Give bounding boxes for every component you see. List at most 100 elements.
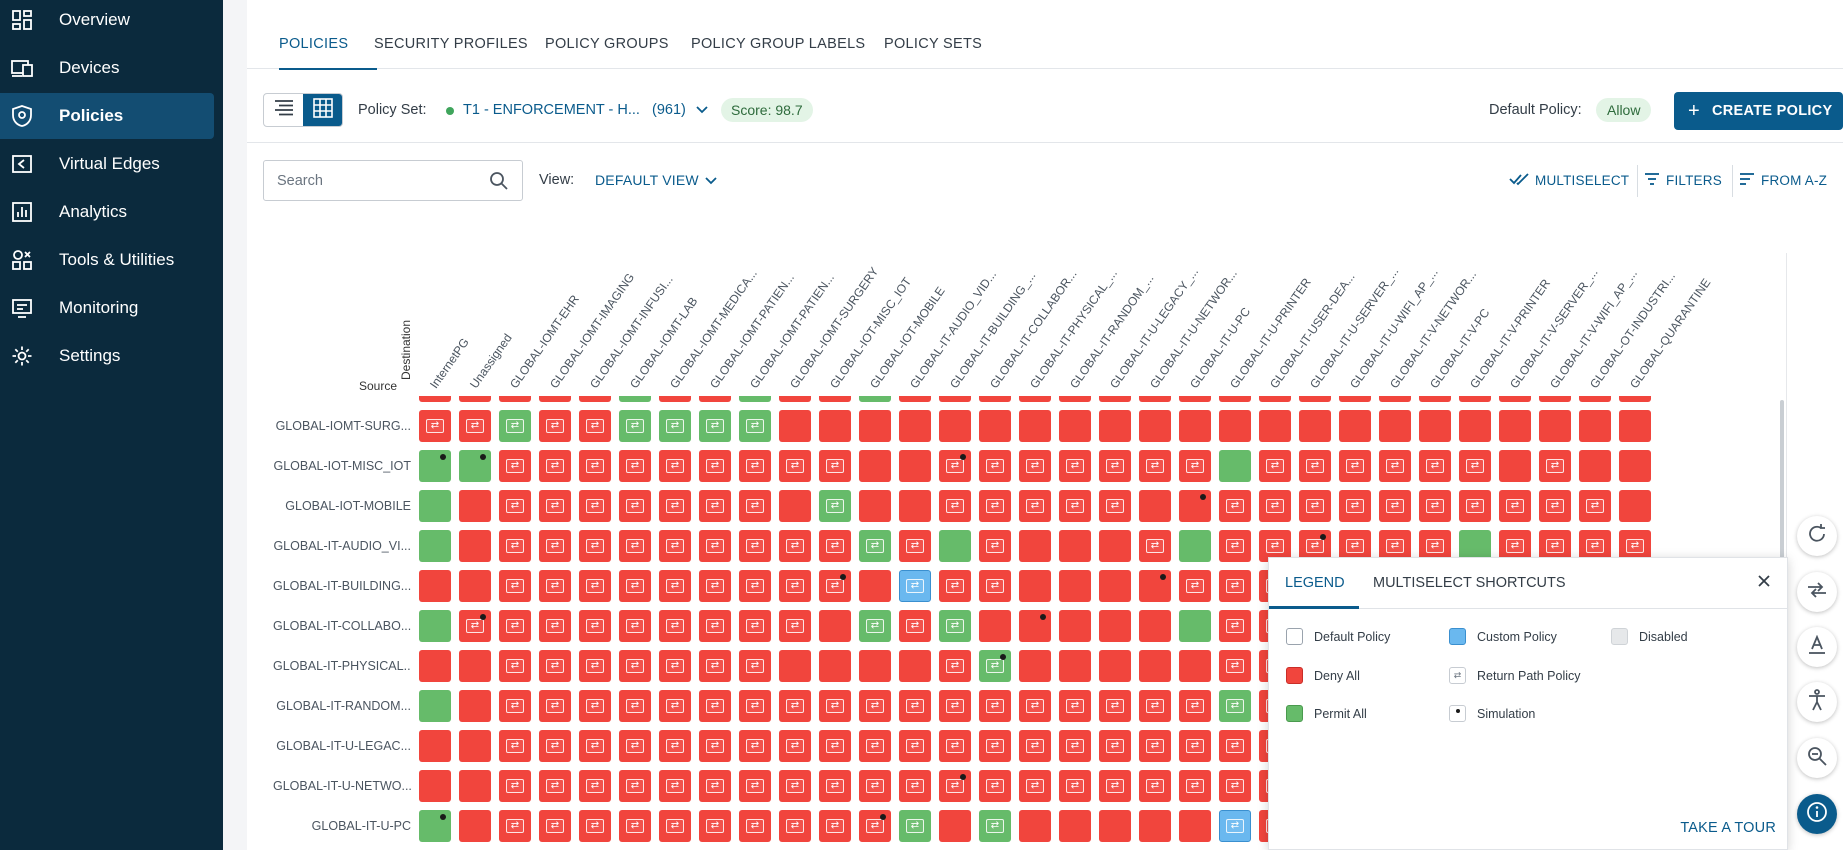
- matrix-cell[interactable]: ⇄: [899, 730, 931, 762]
- row-header[interactable]: GLOBAL-IOT-MISC_IOT: [273, 459, 411, 473]
- matrix-cell[interactable]: [859, 650, 891, 682]
- matrix-cell[interactable]: [1579, 410, 1611, 442]
- matrix-cell[interactable]: ⇄: [699, 810, 731, 842]
- multiselect-button[interactable]: MULTISELECT: [1509, 172, 1629, 189]
- matrix-cell[interactable]: [779, 650, 811, 682]
- matrix-cell[interactable]: ⇄: [1139, 530, 1171, 562]
- sidebar-item-tools[interactable]: Tools & Utilities: [0, 237, 214, 283]
- row-header[interactable]: GLOBAL-IT-U-LEGAC...: [276, 739, 411, 753]
- row-header[interactable]: GLOBAL-IOMT-SURG...: [275, 419, 411, 433]
- matrix-cell[interactable]: ⇄: [579, 810, 611, 842]
- matrix-cell[interactable]: ⇄: [579, 690, 611, 722]
- matrix-cell[interactable]: ⇄: [1099, 770, 1131, 802]
- matrix-cell[interactable]: ⇄: [859, 610, 891, 642]
- matrix-cell[interactable]: ⇄: [779, 610, 811, 642]
- matrix-cell[interactable]: ⇄: [979, 770, 1011, 802]
- matrix-cell[interactable]: ⇄: [539, 530, 571, 562]
- matrix-cell[interactable]: ⇄: [739, 450, 771, 482]
- matrix-cell[interactable]: [899, 490, 931, 522]
- matrix-cell[interactable]: ⇄: [1379, 450, 1411, 482]
- matrix-cell[interactable]: [859, 490, 891, 522]
- text-format-button[interactable]: [1797, 627, 1837, 667]
- matrix-cell[interactable]: ⇄: [579, 730, 611, 762]
- matrix-cell[interactable]: ⇄: [939, 730, 971, 762]
- matrix-cell-partial[interactable]: [659, 396, 691, 402]
- matrix-cell[interactable]: ⇄: [579, 770, 611, 802]
- matrix-cell[interactable]: ⇄: [1019, 730, 1051, 762]
- matrix-cell[interactable]: ⇄: [699, 690, 731, 722]
- matrix-cell[interactable]: ⇄: [1419, 450, 1451, 482]
- matrix-cell[interactable]: ⇄: [699, 490, 731, 522]
- matrix-cell[interactable]: [1619, 450, 1651, 482]
- matrix-cell[interactable]: [1179, 650, 1211, 682]
- matrix-cell[interactable]: ⇄: [659, 570, 691, 602]
- matrix-cell[interactable]: ⇄: [859, 810, 891, 842]
- matrix-cell[interactable]: ⇄: [1099, 730, 1131, 762]
- matrix-cell[interactable]: [1139, 810, 1171, 842]
- matrix-cell[interactable]: ⇄: [619, 610, 651, 642]
- matrix-cell[interactable]: [1139, 410, 1171, 442]
- matrix-cell[interactable]: ⇄: [779, 690, 811, 722]
- matrix-cell[interactable]: ⇄: [1459, 490, 1491, 522]
- matrix-cell[interactable]: ⇄: [939, 770, 971, 802]
- matrix-cell[interactable]: ⇄: [939, 690, 971, 722]
- matrix-cell[interactable]: ⇄: [539, 450, 571, 482]
- matrix-cell-partial[interactable]: [419, 396, 451, 402]
- list-view-button[interactable]: [264, 94, 303, 126]
- matrix-cell[interactable]: [1459, 410, 1491, 442]
- matrix-cell[interactable]: ⇄: [579, 610, 611, 642]
- sidebar-item-virtual-edges[interactable]: Virtual Edges: [0, 141, 214, 187]
- matrix-cell[interactable]: [1139, 650, 1171, 682]
- matrix-cell[interactable]: [1619, 490, 1651, 522]
- matrix-cell[interactable]: ⇄: [1339, 450, 1371, 482]
- tab-policies[interactable]: POLICIES: [279, 36, 349, 52]
- matrix-cell[interactable]: ⇄: [1219, 730, 1251, 762]
- matrix-cell[interactable]: ⇄: [1259, 490, 1291, 522]
- matrix-cell[interactable]: [1139, 490, 1171, 522]
- matrix-cell[interactable]: ⇄: [739, 410, 771, 442]
- matrix-cell[interactable]: ⇄: [659, 450, 691, 482]
- matrix-cell[interactable]: [1099, 810, 1131, 842]
- matrix-cell[interactable]: [979, 610, 1011, 642]
- matrix-cell[interactable]: [459, 530, 491, 562]
- matrix-cell[interactable]: ⇄: [979, 490, 1011, 522]
- tab-policy-group-labels[interactable]: POLICY GROUP LABELS: [691, 36, 866, 52]
- matrix-cell[interactable]: ⇄: [819, 570, 851, 602]
- row-header[interactable]: GLOBAL-IT-RANDOM...: [276, 699, 411, 713]
- matrix-cell[interactable]: ⇄: [1139, 690, 1171, 722]
- matrix-cell[interactable]: ⇄: [579, 450, 611, 482]
- matrix-cell[interactable]: [1539, 410, 1571, 442]
- matrix-cell[interactable]: ⇄: [899, 810, 931, 842]
- matrix-cell[interactable]: ⇄: [939, 490, 971, 522]
- matrix-cell[interactable]: [1459, 530, 1491, 562]
- matrix-cell[interactable]: [819, 410, 851, 442]
- matrix-cell[interactable]: ⇄: [659, 770, 691, 802]
- matrix-cell[interactable]: ⇄: [659, 690, 691, 722]
- matrix-cell[interactable]: ⇄: [1579, 490, 1611, 522]
- matrix-cell[interactable]: ⇄: [1619, 530, 1651, 562]
- matrix-cell[interactable]: ⇄: [659, 490, 691, 522]
- matrix-cell[interactable]: ⇄: [859, 530, 891, 562]
- matrix-cell[interactable]: ⇄: [579, 530, 611, 562]
- matrix-cell[interactable]: [819, 610, 851, 642]
- matrix-cell[interactable]: ⇄: [459, 610, 491, 642]
- matrix-cell[interactable]: ⇄: [539, 570, 571, 602]
- tab-legend[interactable]: LEGEND: [1285, 575, 1345, 591]
- matrix-cell[interactable]: ⇄: [739, 690, 771, 722]
- matrix-cell[interactable]: [1059, 570, 1091, 602]
- matrix-cell-partial[interactable]: [619, 396, 651, 402]
- matrix-cell[interactable]: ⇄: [619, 410, 651, 442]
- matrix-cell[interactable]: [979, 410, 1011, 442]
- matrix-cell[interactable]: ⇄: [499, 530, 531, 562]
- matrix-cell[interactable]: ⇄: [539, 730, 571, 762]
- matrix-cell-partial[interactable]: [1379, 396, 1411, 402]
- matrix-cell[interactable]: ⇄: [979, 810, 1011, 842]
- matrix-cell[interactable]: [459, 690, 491, 722]
- tab-multiselect-shortcuts[interactable]: MULTISELECT SHORTCUTS: [1373, 575, 1566, 591]
- refresh-button[interactable]: [1797, 516, 1837, 556]
- row-header[interactable]: GLOBAL-IOT-MOBILE: [285, 499, 411, 513]
- matrix-cell[interactable]: [1299, 410, 1331, 442]
- matrix-cell[interactable]: [1059, 530, 1091, 562]
- matrix-cell[interactable]: ⇄: [1339, 530, 1371, 562]
- matrix-cell[interactable]: ⇄: [619, 770, 651, 802]
